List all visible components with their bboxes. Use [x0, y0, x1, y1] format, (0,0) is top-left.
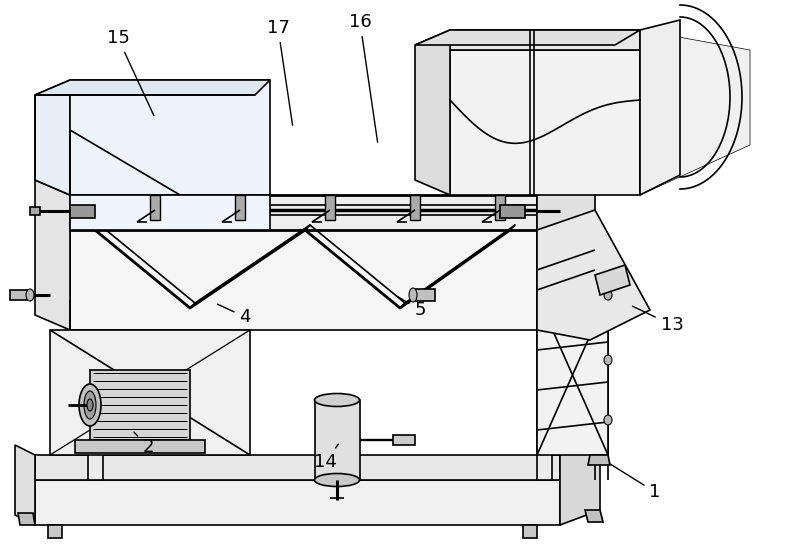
- Polygon shape: [415, 30, 640, 45]
- Text: 15: 15: [106, 29, 154, 116]
- Polygon shape: [595, 280, 608, 455]
- Text: 14: 14: [314, 444, 338, 471]
- Polygon shape: [410, 195, 420, 220]
- Polygon shape: [537, 300, 552, 480]
- Polygon shape: [585, 510, 603, 522]
- Ellipse shape: [314, 473, 359, 487]
- Polygon shape: [35, 80, 70, 195]
- Polygon shape: [415, 30, 450, 195]
- Polygon shape: [50, 330, 250, 455]
- Polygon shape: [88, 330, 103, 480]
- Text: 2: 2: [134, 432, 154, 456]
- Polygon shape: [88, 320, 108, 330]
- Polygon shape: [35, 180, 70, 330]
- Polygon shape: [75, 440, 205, 453]
- Polygon shape: [325, 195, 335, 220]
- Ellipse shape: [84, 391, 96, 419]
- Text: 1: 1: [610, 463, 661, 501]
- Ellipse shape: [314, 394, 359, 406]
- Ellipse shape: [79, 384, 101, 426]
- Polygon shape: [70, 80, 270, 195]
- Polygon shape: [450, 30, 640, 50]
- Polygon shape: [495, 195, 505, 220]
- Polygon shape: [537, 175, 595, 330]
- Polygon shape: [30, 207, 40, 215]
- Polygon shape: [588, 455, 610, 465]
- Polygon shape: [48, 525, 62, 538]
- Polygon shape: [560, 440, 600, 525]
- Text: 17: 17: [266, 19, 293, 125]
- Polygon shape: [150, 195, 160, 220]
- Polygon shape: [413, 289, 435, 301]
- Ellipse shape: [604, 415, 612, 425]
- Text: 4: 4: [218, 304, 250, 326]
- Polygon shape: [315, 400, 360, 480]
- Ellipse shape: [409, 288, 417, 302]
- Polygon shape: [537, 210, 650, 340]
- Polygon shape: [595, 265, 630, 295]
- Polygon shape: [35, 455, 560, 480]
- Polygon shape: [90, 370, 190, 440]
- Text: 5: 5: [398, 296, 426, 319]
- Polygon shape: [10, 290, 30, 300]
- Polygon shape: [537, 270, 608, 455]
- Ellipse shape: [604, 355, 612, 365]
- Polygon shape: [500, 205, 525, 218]
- Polygon shape: [640, 30, 750, 195]
- Polygon shape: [235, 195, 245, 220]
- Ellipse shape: [87, 399, 93, 411]
- Polygon shape: [537, 290, 557, 300]
- Polygon shape: [640, 20, 680, 195]
- Text: 13: 13: [633, 306, 683, 334]
- Polygon shape: [70, 195, 270, 230]
- Text: 16: 16: [349, 13, 378, 142]
- Polygon shape: [70, 205, 95, 218]
- Ellipse shape: [26, 289, 34, 301]
- Polygon shape: [70, 195, 537, 230]
- Polygon shape: [450, 50, 640, 195]
- Polygon shape: [15, 445, 35, 525]
- Polygon shape: [523, 525, 537, 538]
- Polygon shape: [70, 230, 537, 330]
- Polygon shape: [35, 480, 560, 525]
- Polygon shape: [35, 80, 270, 95]
- Ellipse shape: [604, 290, 612, 300]
- Polygon shape: [393, 435, 415, 445]
- Polygon shape: [18, 513, 35, 525]
